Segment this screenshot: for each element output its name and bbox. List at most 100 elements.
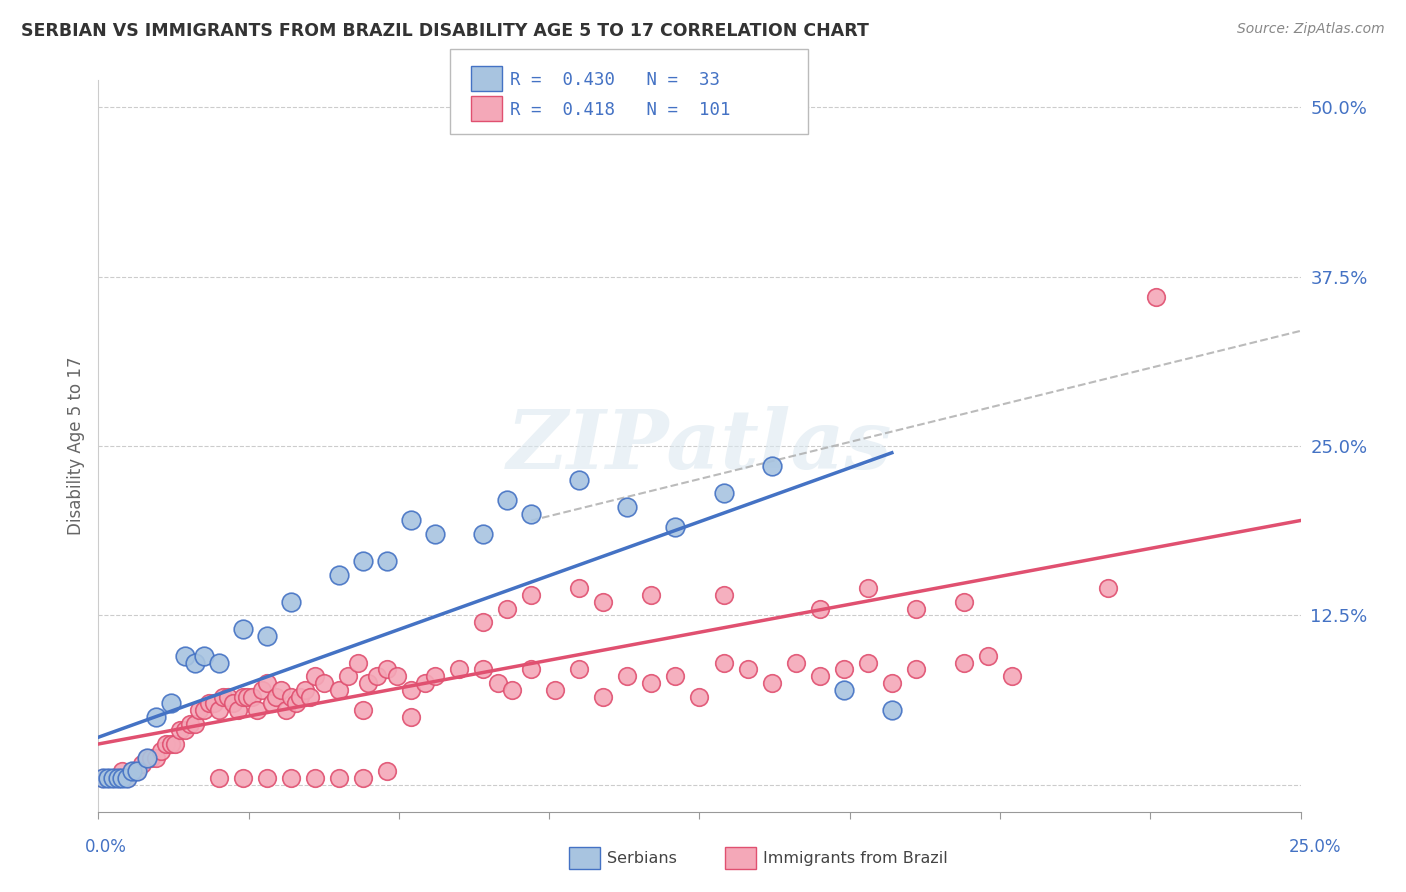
Point xyxy=(232,622,254,636)
Point xyxy=(212,690,235,704)
Point xyxy=(174,648,197,663)
Point xyxy=(357,676,380,690)
Point xyxy=(568,581,591,595)
Point xyxy=(856,656,879,670)
Point xyxy=(486,676,509,690)
Point xyxy=(121,764,143,778)
Point xyxy=(270,682,292,697)
Point xyxy=(208,703,231,717)
Point xyxy=(385,669,408,683)
Point xyxy=(399,710,422,724)
Point xyxy=(568,663,591,677)
Point xyxy=(568,473,591,487)
Point xyxy=(232,690,254,704)
Point xyxy=(496,601,519,615)
Text: SERBIAN VS IMMIGRANTS FROM BRAZIL DISABILITY AGE 5 TO 17 CORRELATION CHART: SERBIAN VS IMMIGRANTS FROM BRAZIL DISABI… xyxy=(21,22,869,40)
Point xyxy=(328,682,350,697)
Point xyxy=(208,771,231,785)
Point xyxy=(347,656,370,670)
Point xyxy=(159,737,181,751)
Point xyxy=(232,771,254,785)
Text: ZIPatlas: ZIPatlas xyxy=(506,406,893,486)
Point xyxy=(97,771,120,785)
Point xyxy=(592,595,614,609)
Point xyxy=(208,656,231,670)
Point xyxy=(91,771,114,785)
Point xyxy=(294,682,316,697)
Point xyxy=(399,682,422,697)
Point xyxy=(977,648,1000,663)
Point xyxy=(496,493,519,508)
Point xyxy=(260,697,283,711)
Text: 25.0%: 25.0% xyxy=(1288,838,1341,855)
Point xyxy=(640,676,662,690)
Point xyxy=(880,676,903,690)
Point xyxy=(501,682,523,697)
Point xyxy=(832,663,855,677)
Point xyxy=(125,764,148,778)
Point xyxy=(616,500,638,514)
Point xyxy=(304,771,326,785)
Point xyxy=(280,690,302,704)
Point xyxy=(298,690,321,704)
Point xyxy=(256,629,278,643)
Point xyxy=(328,771,350,785)
Point xyxy=(226,703,249,717)
Point xyxy=(217,690,239,704)
Point xyxy=(953,595,976,609)
Text: Serbians: Serbians xyxy=(607,851,678,865)
Point xyxy=(240,690,263,704)
Point xyxy=(472,663,495,677)
Point xyxy=(953,656,976,670)
Text: Source: ZipAtlas.com: Source: ZipAtlas.com xyxy=(1237,22,1385,37)
Point xyxy=(250,682,273,697)
Point xyxy=(423,669,446,683)
Point xyxy=(280,771,302,785)
Point xyxy=(544,682,567,697)
Point xyxy=(236,690,259,704)
Point xyxy=(520,588,543,602)
Point xyxy=(713,656,735,670)
Point xyxy=(472,615,495,629)
Point xyxy=(117,771,139,785)
Text: 0.0%: 0.0% xyxy=(84,838,127,855)
Point xyxy=(664,520,686,534)
Point xyxy=(111,771,134,785)
Y-axis label: Disability Age 5 to 17: Disability Age 5 to 17 xyxy=(66,357,84,535)
Point xyxy=(399,514,422,528)
Point xyxy=(135,750,157,764)
Point xyxy=(1097,581,1119,595)
Point xyxy=(785,656,807,670)
Point xyxy=(761,459,783,474)
Point xyxy=(328,567,350,582)
Point xyxy=(193,648,215,663)
Point xyxy=(832,682,855,697)
Point xyxy=(107,771,129,785)
Point xyxy=(688,690,710,704)
Point xyxy=(117,771,139,785)
Point xyxy=(131,757,153,772)
Point xyxy=(640,588,662,602)
Point xyxy=(880,703,903,717)
Point xyxy=(183,656,205,670)
Point xyxy=(149,744,172,758)
Point xyxy=(904,663,927,677)
Point xyxy=(183,716,205,731)
Point xyxy=(856,581,879,595)
Point xyxy=(188,703,211,717)
Point xyxy=(246,703,269,717)
Point xyxy=(159,697,181,711)
Point xyxy=(165,737,187,751)
Point xyxy=(91,771,114,785)
Point xyxy=(352,554,374,568)
Point xyxy=(304,669,326,683)
Point xyxy=(169,723,191,738)
Point xyxy=(808,669,831,683)
Point xyxy=(737,663,759,677)
Text: R =  0.418   N =  101: R = 0.418 N = 101 xyxy=(510,102,731,120)
Point xyxy=(266,690,288,704)
Point xyxy=(713,588,735,602)
Point xyxy=(111,764,134,778)
Point xyxy=(375,764,398,778)
Point xyxy=(121,764,143,778)
